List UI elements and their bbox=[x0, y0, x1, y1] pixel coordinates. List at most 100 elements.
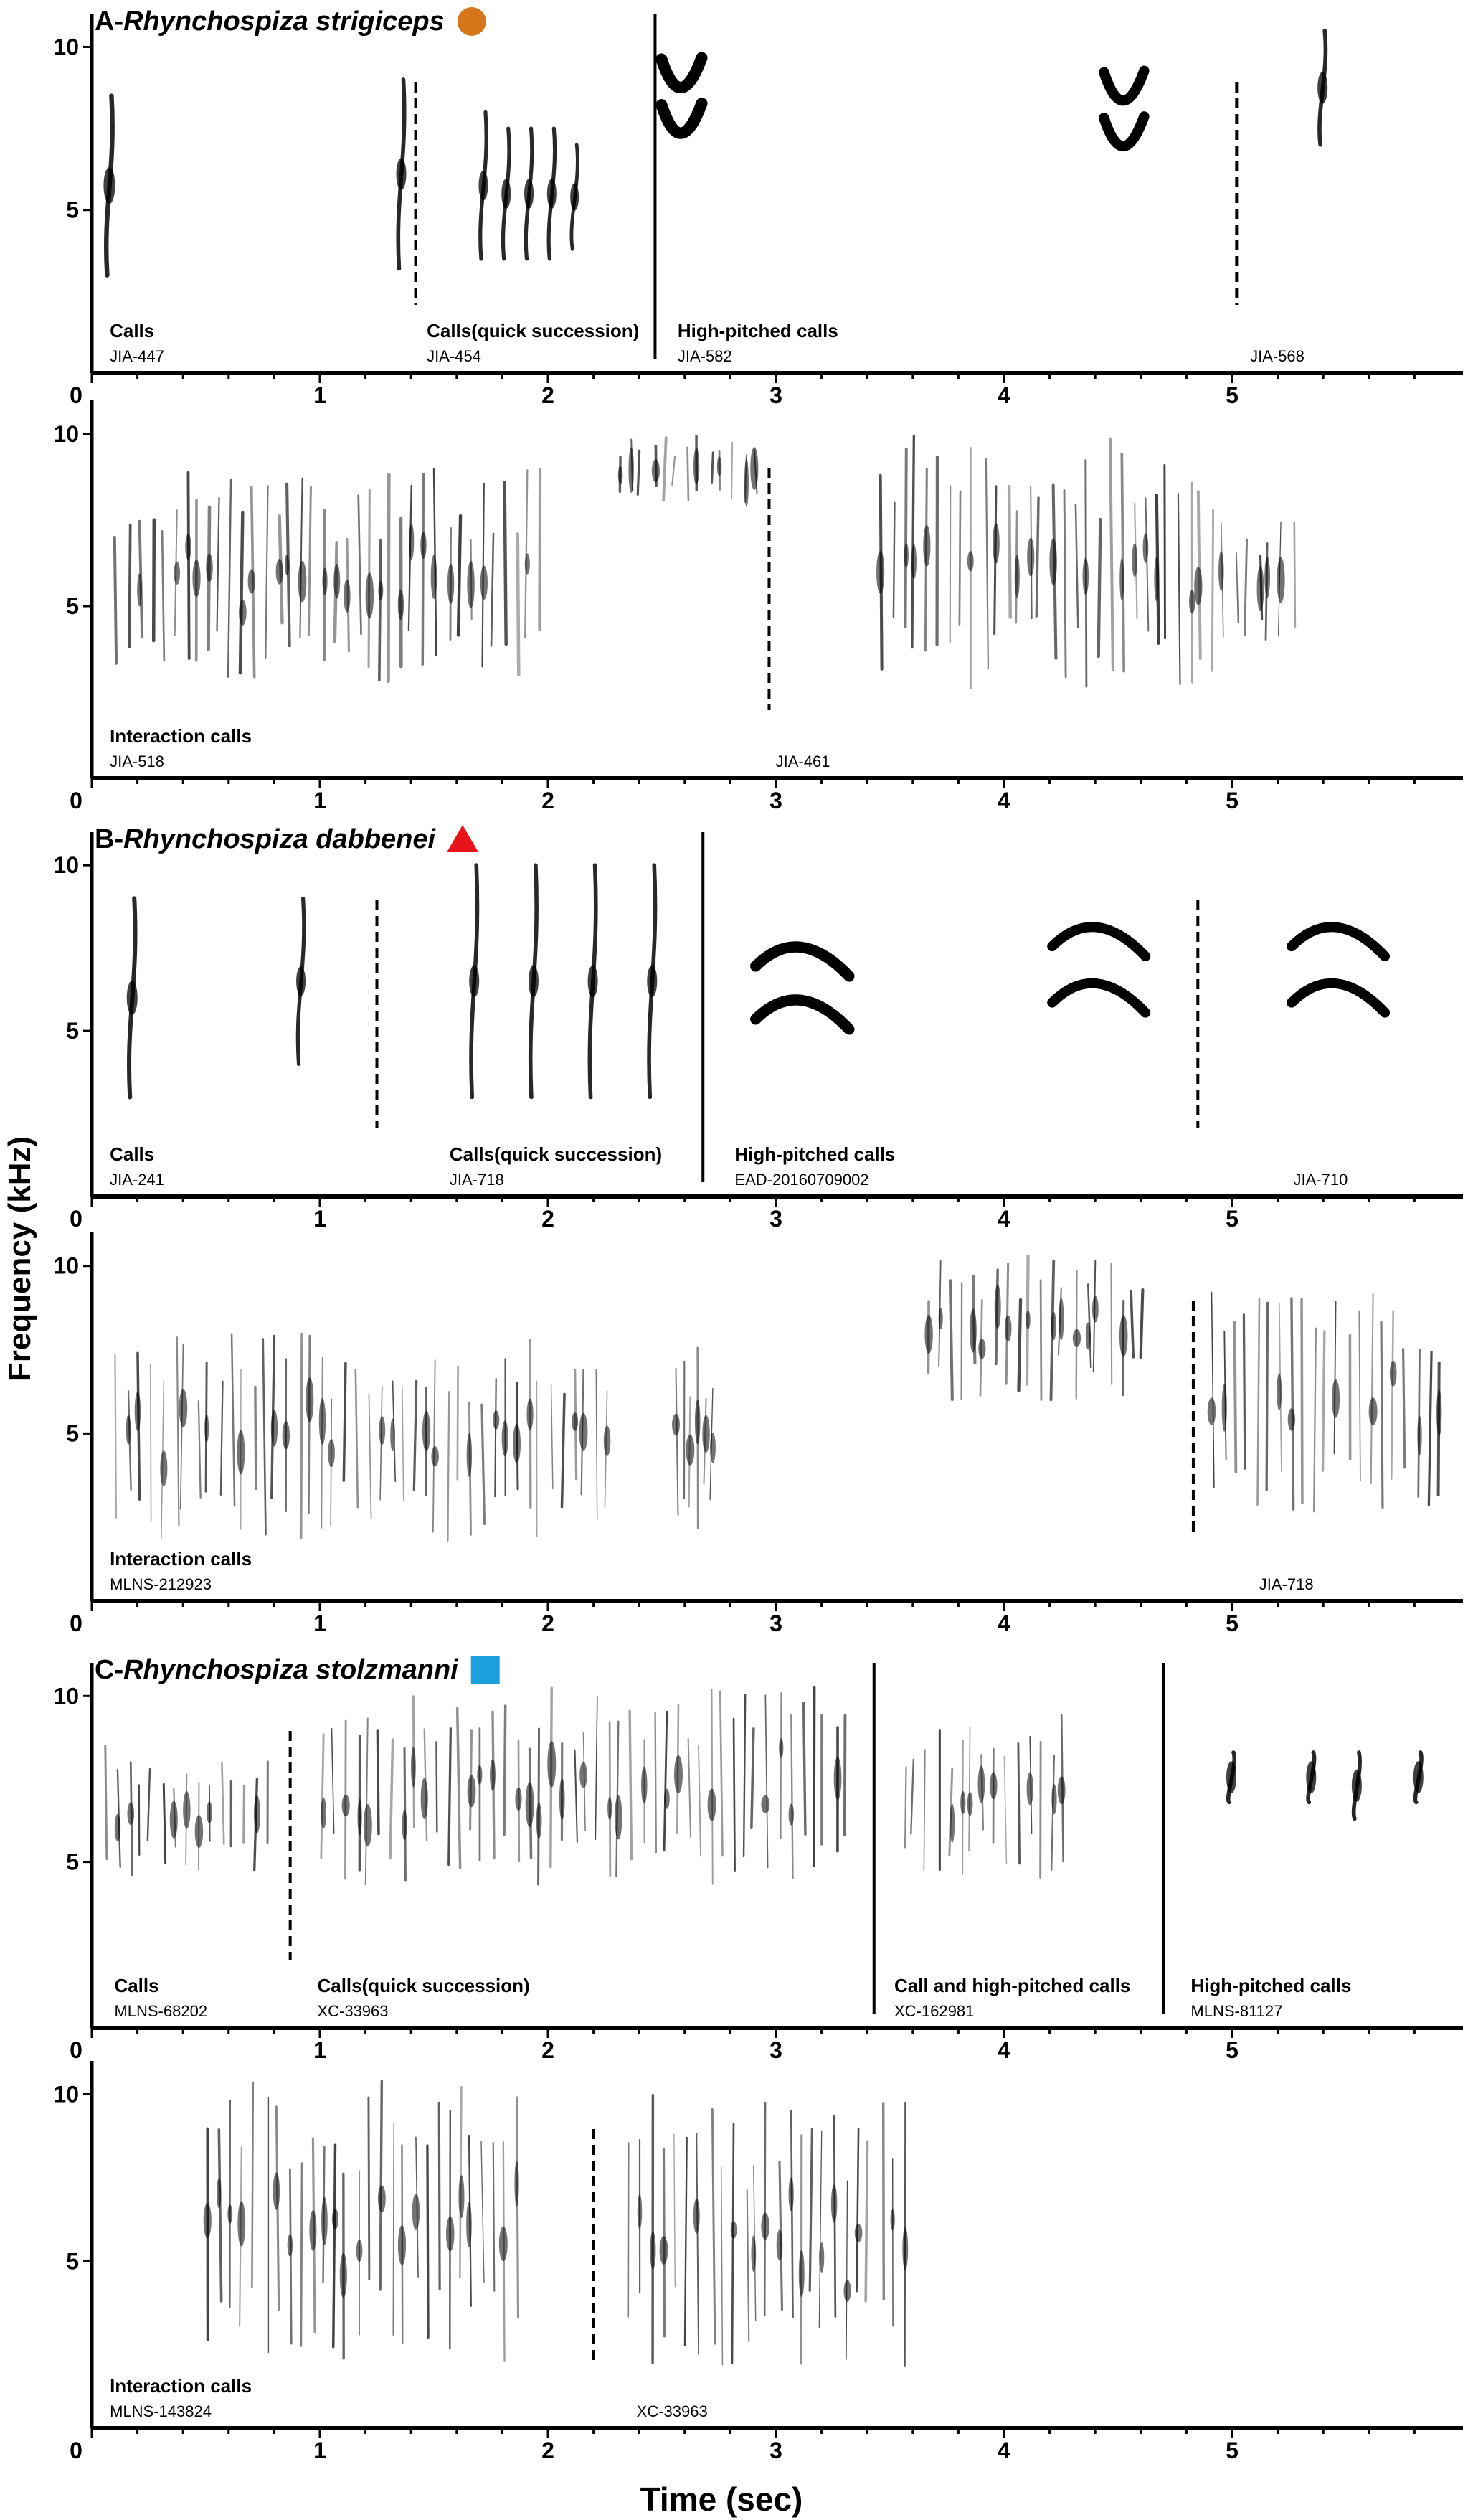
dense-call-blob bbox=[206, 553, 213, 582]
dense-call-blob bbox=[431, 1446, 439, 1467]
dense-call-blob bbox=[306, 1377, 314, 1422]
segment-label: Calls bbox=[114, 1975, 158, 1996]
dense-call-stroke bbox=[732, 1717, 736, 1872]
dense-call-stroke bbox=[354, 1368, 359, 1509]
dense-call-blob bbox=[702, 1415, 710, 1453]
dense-call-blob bbox=[1026, 1311, 1031, 1329]
dense-call-stroke bbox=[1145, 497, 1150, 632]
dense-call-stroke bbox=[221, 1762, 225, 1845]
dense-call-stroke bbox=[763, 2101, 767, 2317]
dense-call-blob bbox=[134, 1391, 141, 1431]
y-tick-label: 5 bbox=[66, 1420, 79, 1446]
dense-call-blob bbox=[904, 542, 909, 568]
dense-call-stroke bbox=[1097, 517, 1102, 659]
chevron-mark bbox=[1099, 111, 1150, 151]
dense-call-stroke bbox=[1051, 1754, 1056, 1872]
dense-call-blob bbox=[651, 459, 660, 483]
dense-call-blob bbox=[1059, 1298, 1064, 1341]
segment-label: Interaction calls bbox=[110, 2375, 252, 2397]
segment-label: Calls(quick succession) bbox=[450, 1143, 662, 1165]
dense-call-stroke bbox=[299, 1332, 303, 1540]
recording-code: JIA-718 bbox=[1259, 1575, 1314, 1593]
dense-call-stroke bbox=[719, 1690, 724, 1857]
dense-call-blob bbox=[356, 2240, 363, 2262]
recording-code: XC-162981 bbox=[894, 2002, 974, 2020]
species-name: Rhynchospiza dabbenei bbox=[123, 824, 436, 854]
dense-call-blob bbox=[607, 1797, 612, 1821]
x-tick-label: 0 bbox=[70, 1610, 82, 1636]
recording-code: JIA-454 bbox=[427, 347, 481, 365]
recording-code: JIA-447 bbox=[110, 347, 164, 365]
dense-call-stroke bbox=[1035, 496, 1040, 618]
dense-call-blob bbox=[515, 1787, 522, 1811]
dense-call-stroke bbox=[308, 1334, 311, 1514]
dense-call-blob bbox=[411, 1747, 416, 1788]
panel-A1: 5 10 0 1 2 3 4 5 Calls JIA-447 Calls(quick success… bbox=[53, 6, 1463, 408]
dense-call-blob bbox=[237, 2201, 246, 2247]
x-tick-label: 1 bbox=[313, 2037, 326, 2063]
dense-call-blob bbox=[902, 2227, 909, 2270]
dense-call-stroke bbox=[186, 471, 191, 660]
x-tick-label: 5 bbox=[1226, 1206, 1239, 1232]
x-tick-label: 3 bbox=[769, 788, 782, 813]
dense-call-blob bbox=[1051, 1311, 1056, 1341]
dense-call-stroke bbox=[1321, 1330, 1326, 1472]
dense-call-blob bbox=[339, 2252, 347, 2298]
dense-call-blob bbox=[744, 458, 749, 507]
dense-call-stroke bbox=[300, 2162, 303, 2347]
dense-call-blob bbox=[126, 1415, 131, 1445]
dense-call-stroke bbox=[696, 2133, 700, 2355]
x-tick-label: 5 bbox=[1226, 1610, 1239, 1636]
dense-call-blob bbox=[137, 573, 142, 607]
dense-call-blob bbox=[239, 599, 247, 626]
y-tick-label: 10 bbox=[53, 852, 79, 878]
dense-call-stroke bbox=[720, 2166, 724, 2366]
dense-call-stroke bbox=[251, 2081, 255, 2289]
dense-call-blob bbox=[693, 448, 700, 485]
x-tick-label: 3 bbox=[769, 382, 782, 408]
dense-call-stroke bbox=[113, 535, 118, 665]
dense-call-blob bbox=[247, 569, 255, 594]
dense-call-stroke bbox=[219, 1380, 224, 1496]
dense-call-stroke bbox=[447, 1391, 450, 1542]
dense-call-stroke bbox=[550, 1383, 554, 1490]
call-mark-core bbox=[587, 965, 598, 998]
dense-call-blob bbox=[185, 534, 191, 560]
dense-call-blob bbox=[525, 1782, 534, 1828]
x-tick-label: 3 bbox=[769, 1206, 782, 1232]
dense-call-blob bbox=[1189, 590, 1195, 614]
call-mark-core bbox=[1226, 1761, 1236, 1794]
species-prefix: C- bbox=[95, 1655, 123, 1685]
panel-C2: 5 10 0 1 2 3 4 5 Interaction calls MLNS-143824 XC-… bbox=[53, 2061, 1463, 2463]
dense-call-stroke bbox=[985, 458, 990, 670]
dense-call-blob bbox=[477, 1765, 483, 1785]
dense-call-blob bbox=[1014, 555, 1020, 598]
dense-call-stroke bbox=[892, 501, 896, 618]
dense-call-stroke bbox=[494, 1377, 497, 1498]
dense-call-blob bbox=[447, 563, 455, 604]
dense-call-blob bbox=[779, 1738, 784, 1758]
dense-call-stroke bbox=[910, 1758, 914, 1835]
dense-call-stroke bbox=[1109, 437, 1114, 672]
x-tick-label: 4 bbox=[998, 2037, 1010, 2063]
dense-call-blob bbox=[1207, 1397, 1216, 1425]
dense-call-blob bbox=[203, 2202, 212, 2239]
dense-call-blob bbox=[694, 1399, 701, 1445]
x-axis-label: Time (sec) bbox=[640, 2481, 803, 2518]
dense-call-blob bbox=[466, 2202, 472, 2247]
call-mark-core bbox=[469, 965, 480, 998]
dense-call-stroke bbox=[447, 1727, 452, 1866]
dense-call-blob bbox=[707, 1788, 716, 1821]
dense-call-stroke bbox=[790, 1714, 794, 1879]
species-name: Rhynchospiza strigiceps bbox=[123, 6, 445, 37]
segment-label: Calls(quick succession) bbox=[427, 320, 639, 341]
arc-mark bbox=[1047, 978, 1151, 1018]
dense-call-stroke bbox=[392, 2123, 395, 2336]
dense-call-blob bbox=[422, 1410, 431, 1452]
dense-call-stroke bbox=[1139, 1288, 1145, 1359]
dense-call-stroke bbox=[1256, 1298, 1261, 1506]
dense-call-blob bbox=[579, 1762, 587, 1789]
x-tick-label: 2 bbox=[541, 2438, 554, 2463]
dense-call-blob bbox=[750, 447, 759, 490]
x-tick-label: 3 bbox=[769, 1610, 782, 1636]
